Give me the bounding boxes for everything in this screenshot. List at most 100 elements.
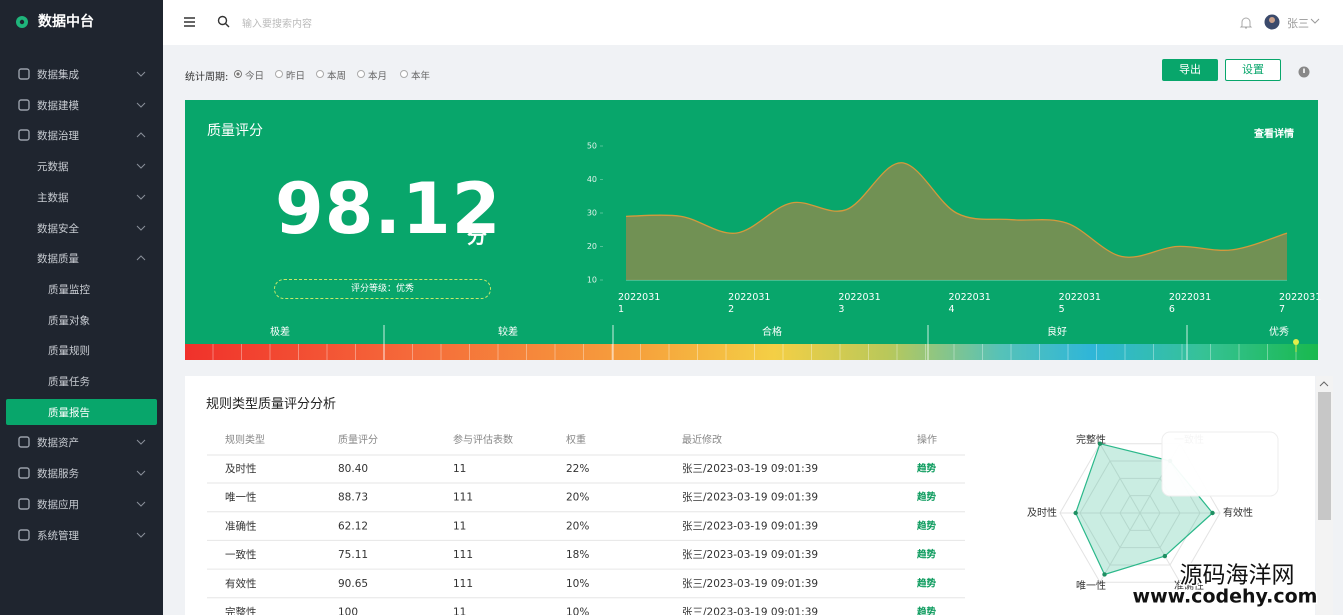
scroll-arrow: [1319, 381, 1329, 387]
table-cell: 111: [453, 549, 473, 561]
menu-active-bg: [6, 398, 157, 425]
table-cell: 张三/2023-03-19 09:01:39: [682, 463, 818, 475]
table-cell: 100: [338, 607, 358, 615]
menu-item[interactable]: 数据安全: [37, 222, 79, 235]
table-action: 趋势: [916, 520, 937, 532]
table-cell: 唯一性: [225, 491, 257, 504]
menu-item[interactable]: 元数据: [37, 161, 69, 174]
menu-chevron: [136, 470, 146, 476]
table-cell: 22%: [566, 463, 589, 475]
avatar[interactable]: [1264, 14, 1280, 30]
menu-chevron: [136, 71, 146, 77]
menu-item[interactable]: 质量规则: [48, 345, 90, 358]
x-tick-label: 20220313: [838, 292, 881, 315]
radar-spoke: [1099, 512, 1141, 583]
radio-label[interactable]: 今日: [245, 71, 265, 82]
menu-item[interactable]: 数据建模: [37, 99, 79, 112]
table-action: 趋势: [916, 577, 937, 589]
menu-item[interactable]: 数据治理: [37, 130, 79, 143]
area: [626, 162, 1287, 280]
menu-icon: [18, 436, 30, 449]
table-cell: 90.65: [338, 578, 368, 590]
menu-icon: [18, 68, 30, 80]
menu-item[interactable]: 质量监控: [48, 283, 90, 296]
radar-point: [1073, 510, 1078, 516]
grade-level: 合格: [762, 325, 782, 338]
report-panel: 规则类型质量评分分析: [185, 376, 1315, 615]
table-cell: 准确性: [225, 519, 257, 532]
radar-indicator: 唯一性: [1076, 579, 1106, 592]
table-cell: 有效性: [225, 577, 257, 590]
table-action: 趋势: [916, 463, 937, 475]
menu-icon: [18, 98, 30, 111]
score-unit: 分: [467, 224, 487, 248]
logo-text: 数据中台: [38, 14, 94, 30]
menu-toggle[interactable]: [183, 15, 197, 29]
table-cell: 11: [453, 520, 466, 532]
radio-label[interactable]: 本年: [411, 71, 431, 82]
table-cell: 张三/2023-03-19 09:01:39: [682, 607, 818, 615]
grade-level: 极差: [270, 325, 290, 338]
logo-icon: [16, 16, 28, 28]
detail-link[interactable]: 查看详情: [1254, 129, 1294, 140]
menu-item[interactable]: 主数据: [37, 191, 69, 204]
filter-label: 统计周期:: [185, 72, 229, 83]
radio-label[interactable]: 昨日: [286, 71, 306, 82]
menu-chevron: [136, 440, 146, 446]
menu-item[interactable]: 质量任务: [48, 376, 90, 388]
menu-item[interactable]: 数据集成: [37, 69, 79, 81]
settings-button[interactable]: 设置: [1225, 59, 1281, 81]
radio: [400, 70, 408, 78]
table-cell: 75.11: [338, 549, 368, 561]
menu-item[interactable]: 数据应用: [37, 498, 79, 511]
table-cell: 10%: [566, 578, 589, 590]
menu-item[interactable]: 数据资产: [37, 437, 79, 450]
menu-item[interactable]: 质量报告: [48, 406, 90, 419]
menu-icon: [18, 528, 30, 541]
table-cell: 张三/2023-03-19 09:01:39: [682, 578, 818, 590]
report-title: 规则类型质量评分分析: [206, 397, 337, 412]
table-cell: 完整性: [225, 606, 257, 615]
radio-label[interactable]: 本周: [327, 71, 347, 82]
table-cell: 及时性: [225, 462, 257, 475]
menu-item[interactable]: 系统管理: [37, 529, 79, 542]
grade-bar: [185, 344, 1318, 360]
table-cell: 88.73: [338, 492, 368, 504]
menu-chevron: [136, 163, 146, 169]
menu-item[interactable]: 数据质量: [37, 253, 79, 266]
table-action: 趋势: [916, 606, 937, 615]
table-header: 规则类型: [225, 433, 265, 446]
user-chevron: [1310, 18, 1320, 24]
table-action: 趋势: [916, 491, 937, 503]
y-tick-label: 50: [587, 142, 597, 151]
radio-label[interactable]: 本月: [368, 71, 388, 82]
table-cell: 18%: [566, 549, 589, 561]
info-icon-bar: [1303, 68, 1305, 73]
search-input[interactable]: 输入要搜索内容: [242, 19, 312, 30]
user-name[interactable]: 张三: [1287, 17, 1309, 30]
table-cell: 10%: [566, 607, 589, 615]
menu-icon: [18, 467, 30, 479]
watermark: 源码海洋网: [1180, 563, 1295, 589]
menu-chevron: [136, 255, 146, 261]
radar-point: [1102, 572, 1107, 577]
table-header: 质量评分: [338, 434, 378, 446]
x-tick-label: 20220317: [1279, 292, 1322, 315]
y-tick-label: 40: [587, 175, 597, 184]
topbar: 输入要搜索内容 张三: [163, 0, 1343, 45]
table-cell: 20%: [566, 520, 589, 532]
menu-icon: [18, 129, 30, 142]
menu-item[interactable]: 数据服务: [37, 468, 79, 481]
radio: [275, 70, 283, 78]
radio: [357, 70, 365, 78]
menu-item[interactable]: 质量对象: [48, 314, 90, 327]
table-cell: 张三/2023-03-19 09:01:39: [682, 549, 818, 561]
panel-title: 质量评分: [207, 123, 263, 139]
grade-level: 优秀: [1269, 325, 1289, 338]
table-cell: 张三/2023-03-19 09:01:39: [682, 520, 818, 532]
export-button[interactable]: 导出: [1162, 59, 1218, 81]
menu-icon: [18, 498, 30, 510]
table-cell: 111: [453, 492, 473, 504]
bell-icon[interactable]: [1239, 15, 1253, 31]
table-cell: 张三/2023-03-19 09:01:39: [682, 492, 818, 504]
